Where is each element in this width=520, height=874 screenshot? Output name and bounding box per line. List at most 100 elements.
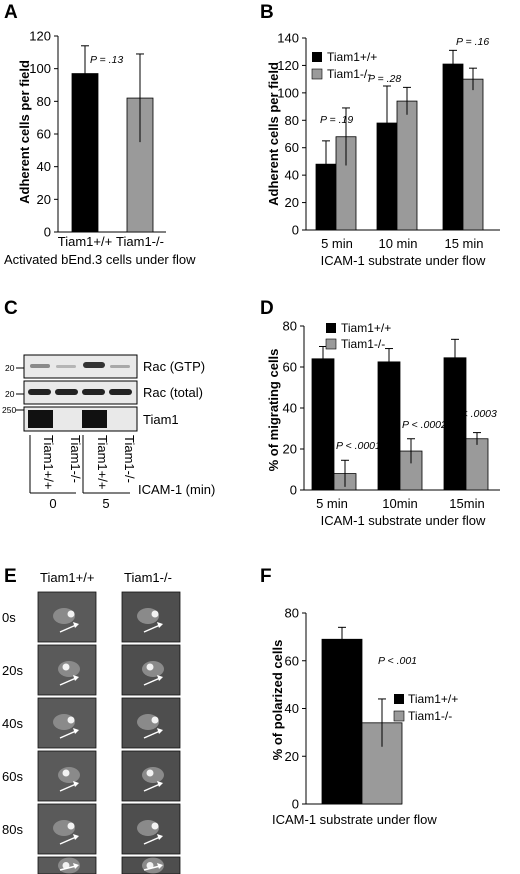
panel-f-ytick-0: 0 — [292, 797, 299, 812]
arrow-ko-0s — [143, 624, 161, 633]
time-label-0: 0 — [49, 496, 56, 511]
panel-f-ytick-3: 60 — [285, 653, 299, 668]
panel-b-bar-wt-3 — [442, 63, 464, 231]
panel-f-pvalue: P < .001 — [378, 655, 417, 667]
panel-e-col-1: Tiam1+/+ — [40, 570, 94, 585]
lane-label-2: Tiam1-/- — [68, 435, 83, 483]
cell-ko-60s — [142, 767, 164, 783]
panel-d-bar-wt-3 — [443, 357, 467, 491]
panel-b-xlabel: ICAM-1 substrate under flow — [321, 253, 486, 268]
arrowhead-wt-100s — [73, 863, 79, 869]
panel-b-bar-ko-2 — [396, 100, 418, 231]
panel-f-ytick-2: 40 — [285, 701, 299, 716]
panel-f-legend-1: Tiam1+/+ — [408, 692, 458, 706]
panel-b-ytick-3: 60 — [285, 140, 299, 155]
panel-d-xlabel: ICAM-1 substrate under flow — [321, 513, 486, 528]
panel-d-xtick-3: 15min — [449, 496, 484, 511]
panel-d-pvalue-3: P < .0003 — [452, 408, 497, 420]
arrowhead-ko-0s — [157, 622, 163, 628]
mw-marker-1: 20 — [5, 363, 15, 373]
panel-d-ytick-4: 80 — [283, 319, 297, 334]
panel-a-ylabel: Adherent cells per field — [17, 60, 32, 204]
lane-label-3: Tiam1+/+ — [95, 435, 110, 489]
panel-d-bar-ko-3 — [465, 438, 489, 491]
panel-f-legend-swatch-2 — [393, 710, 405, 722]
panel-d-ytick-3: 60 — [283, 360, 297, 375]
panel-b-legend-1: Tiam1+/+ — [327, 50, 377, 64]
panel-b-pvalue-2: P = .28 — [368, 73, 401, 85]
panel-f-letter: F — [260, 566, 272, 587]
panel-d-pvalue-2: P < .0002 — [402, 419, 447, 431]
panel-b-ytick-5: 100 — [277, 85, 299, 100]
arrowhead-wt-80s — [73, 834, 79, 840]
panel-a-ytick-5: 100 — [29, 61, 51, 76]
arrowhead-wt-60s — [73, 781, 79, 787]
panel-f-ylabel: % of polarized cells — [270, 640, 285, 761]
panel-a-ytick-1: 20 — [37, 192, 51, 207]
arrow-ko-60s — [143, 783, 161, 792]
arrow-ko-20s — [143, 677, 161, 686]
arrow-wt-40s — [59, 730, 77, 739]
panel-f-ytick-4: 80 — [285, 606, 299, 621]
panel-d-bar-wt-1 — [311, 358, 335, 491]
time-label-0s: 0s — [2, 610, 16, 625]
panel-f-xlabel: ICAM-1 substrate under flow — [272, 812, 437, 827]
arrow-wt-60s — [59, 783, 77, 792]
arrow-wt-0s — [59, 624, 77, 633]
panel-b-bar-ko-3 — [462, 78, 484, 231]
arrow-wt-80s — [59, 836, 77, 845]
panel-d-xtick-1: 5 min — [316, 496, 348, 511]
panel-a-ytick-2: 40 — [37, 159, 51, 174]
panel-a-xtick-1: Tiam1+/+ — [58, 234, 112, 249]
panel-a-ytick-4: 80 — [37, 94, 51, 109]
panel-b-ytick-2: 40 — [285, 168, 299, 183]
panel-d-legend-swatch-2 — [325, 338, 337, 350]
panel-b-legend-2: Tiam1-/- — [327, 67, 371, 81]
arrow-wt-20s — [59, 677, 77, 686]
cell-wt-60s — [58, 767, 80, 783]
time-label-40s: 40s — [2, 716, 23, 731]
arrowhead-ko-40s — [157, 728, 163, 734]
arrow-wt-100s — [59, 865, 77, 871]
panel-a-ytick-3: 60 — [37, 127, 51, 142]
panel-a-ytick-6: 120 — [29, 29, 51, 44]
panel-d-xtick-2: 10min — [382, 496, 417, 511]
panel-f-ytick-1: 20 — [285, 749, 299, 764]
arrowhead-ko-20s — [157, 675, 163, 681]
time-label-20s: 20s — [2, 663, 23, 678]
panel-d-ytick-2: 40 — [283, 401, 297, 416]
panel-d-ytick-1: 20 — [283, 442, 297, 457]
panel-d: D % of migrating cells 0 20 40 60 80 Tiam1+/… — [260, 298, 500, 528]
blot-rac-gtp — [23, 354, 138, 379]
time-axis-label: ICAM-1 (min) — [138, 482, 215, 497]
lane-label-1: Tiam1+/+ — [41, 435, 56, 489]
cell-highlight-ko-100s — [146, 862, 154, 869]
blot-bands — [28, 362, 132, 428]
arrowhead-ko-60s — [157, 781, 163, 787]
cell-highlight-wt-80s — [67, 822, 75, 830]
panel-b-xtick-1: 5 min — [321, 236, 353, 251]
cell-highlight-wt-60s — [62, 769, 70, 777]
cell-highlight-ko-40s — [151, 716, 159, 724]
time-label-60s: 60s — [2, 769, 23, 784]
arrowhead-ko-80s — [157, 834, 163, 840]
band-label-tiam1: Tiam1 — [143, 412, 179, 427]
panel-b-ytick-6: 120 — [277, 58, 299, 73]
panel-b-ytick-4: 80 — [285, 113, 299, 128]
panel-f-legend-swatch-1 — [394, 694, 404, 704]
panel-d-letter: D — [260, 298, 274, 319]
panel-f: F % of polarized cells 0 20 40 60 80 P < .00… — [260, 566, 458, 827]
panel-d-legend-2: Tiam1-/- — [341, 337, 385, 351]
cell-highlight-wt-0s — [67, 610, 75, 618]
panel-a-ytick-0: 0 — [44, 225, 51, 240]
mw-marker-2: 20 — [5, 389, 15, 399]
panel-a-pvalue: P = .13 — [90, 54, 123, 66]
cell-highlight-ko-0s — [151, 610, 159, 618]
panel-d-legend-1: Tiam1+/+ — [341, 321, 391, 335]
panel-b-xtick-2: 10 min — [378, 236, 417, 251]
mw-marker-3: 250 — [2, 405, 16, 415]
cell-highlight-wt-100s — [62, 862, 70, 869]
cell-highlight-wt-40s — [67, 716, 75, 724]
